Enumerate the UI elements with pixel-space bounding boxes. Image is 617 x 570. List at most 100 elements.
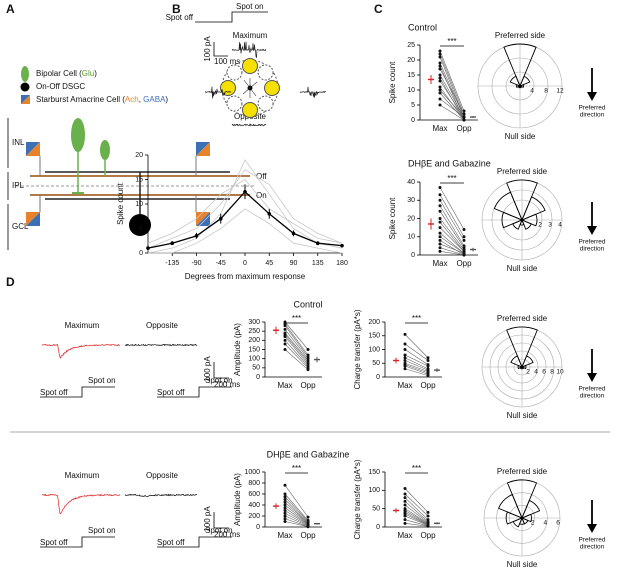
layer-label: INL <box>12 138 25 147</box>
pair-point <box>403 342 407 346</box>
polar-wedge <box>519 75 531 87</box>
trace <box>231 123 267 127</box>
stimulus-label: Spot off <box>157 388 185 397</box>
direction-arrowhead <box>587 373 597 382</box>
y-tick-label: 400 <box>248 502 260 509</box>
pair-point <box>438 198 442 202</box>
pair-line <box>439 200 465 241</box>
legend-icon <box>20 82 30 92</box>
dsgc <box>129 214 151 236</box>
pair-line <box>284 507 309 525</box>
pair-point <box>403 492 407 496</box>
pair-line <box>284 510 309 526</box>
pair-line <box>284 325 309 358</box>
y-tick-label: 0 <box>376 524 380 531</box>
polar-tick-label: 2 <box>526 369 530 376</box>
pair-point <box>438 242 442 246</box>
legend-text: GABA <box>143 95 166 104</box>
direction-label: Preferred <box>578 105 605 112</box>
pair-line <box>284 504 309 524</box>
trace-label: Opposite <box>146 321 179 330</box>
pair-point <box>438 52 442 56</box>
pair-point <box>403 499 407 503</box>
x-tick-label: -135 <box>165 260 179 267</box>
y-tick-label: 0 <box>256 374 260 381</box>
polar-wedge <box>506 326 538 369</box>
mean-point <box>170 241 175 245</box>
pair-line <box>284 485 309 518</box>
x-tick-label: 180 <box>336 260 348 267</box>
legend-label: Starburst Amacrine Cell (Ach, GABA) <box>36 95 168 104</box>
pair-line <box>404 488 429 513</box>
pair-point <box>283 327 287 331</box>
y-tick-label: 200 <box>248 337 260 344</box>
cell-curve <box>147 159 343 254</box>
polar-wedge <box>520 364 527 370</box>
dsgc-soma <box>247 85 253 91</box>
stimulus-step <box>40 536 115 548</box>
pair-point <box>438 185 442 189</box>
polar-tick-label: 4 <box>544 520 548 527</box>
significance-label: *** <box>447 174 456 183</box>
pair-line <box>439 211 465 248</box>
pair-line <box>284 521 309 528</box>
y-tick-label: 0 <box>411 117 415 124</box>
x-tick-label: 0 <box>243 260 247 267</box>
condition-heading: Control <box>408 22 437 32</box>
direction-label: Preferred <box>578 386 605 393</box>
y-tick-label: 50 <box>252 365 260 372</box>
trace <box>124 343 198 347</box>
scale-label: 200 ms <box>214 530 240 539</box>
pair-line <box>404 343 429 361</box>
significance-label: *** <box>412 314 421 323</box>
cell-curve <box>147 178 343 244</box>
pair-point <box>283 348 287 351</box>
spot <box>220 80 236 96</box>
pair-line <box>404 519 429 527</box>
legend-text: ) <box>165 95 168 104</box>
x-tick-label: Max <box>432 259 447 268</box>
pair-point <box>283 335 287 339</box>
pair-line <box>284 329 309 359</box>
stimulus-step <box>40 386 115 398</box>
pair-point <box>438 91 442 95</box>
pair-line <box>404 504 429 523</box>
mean-point <box>291 231 296 236</box>
y-axis-label: Amplitude (pA) <box>233 473 242 526</box>
y-axis-label: Charge transfer (pA*s) <box>353 309 362 389</box>
legend-text: , <box>139 95 143 104</box>
y-axis-label: Spike count <box>388 197 397 240</box>
x-tick-label: Max <box>277 531 292 540</box>
pair-point <box>462 253 466 257</box>
stimulus-step <box>157 386 232 398</box>
pair-point <box>426 356 430 360</box>
polar-wedge <box>521 196 546 221</box>
x-tick-label: Max <box>277 381 292 390</box>
pair-point <box>306 368 310 372</box>
polar-tick-label: 4 <box>558 222 562 229</box>
y-tick-label: 250 <box>248 328 260 335</box>
pair-point <box>438 226 442 230</box>
legend-icon <box>21 66 29 82</box>
trace-label: Maximum <box>65 321 100 330</box>
condition-heading: Control <box>293 299 322 309</box>
spot <box>226 64 243 81</box>
polar-wedge <box>521 366 525 370</box>
pair-point <box>438 73 442 77</box>
pair-line <box>284 518 309 527</box>
pair-point <box>438 79 442 83</box>
pair-point <box>426 510 430 514</box>
dsgc-sketch <box>242 78 258 98</box>
polar-wedge <box>521 355 534 368</box>
x-tick-label: Opp <box>456 124 472 133</box>
spot <box>264 80 280 96</box>
significance-label: *** <box>447 37 456 46</box>
pair-point <box>403 518 407 522</box>
condition-heading: DHβE and Gabazine <box>267 449 350 459</box>
pair-line <box>404 513 429 526</box>
scale-label: 200 ms <box>214 380 240 389</box>
pair-point <box>426 514 430 518</box>
pair-line <box>404 349 429 365</box>
polar-wedge <box>503 43 537 88</box>
layer-label: GCL <box>12 222 29 231</box>
